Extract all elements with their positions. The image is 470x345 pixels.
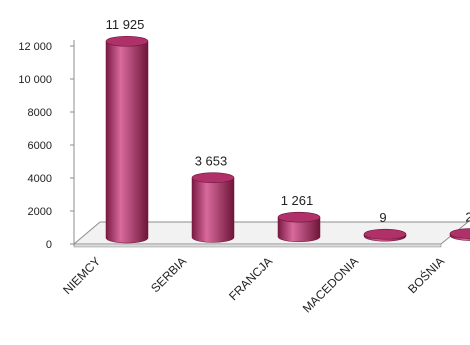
bar [363,228,407,242]
bar-top-cap [191,172,235,184]
y-tick-label: 0 [46,239,52,251]
x-tick-label: SERBIA [148,254,189,295]
bar-body [105,40,149,244]
category-labels: NIEMCY SERBIA FRANCJA MACEDONIA BOŚNIA [60,254,447,316]
x-tick-label: MACEDONIA [300,254,361,315]
bar [105,35,149,244]
x-tick-label: BOŚNIA [404,254,447,297]
bar-top-cap [363,228,407,240]
bar [449,228,470,241]
bars [105,35,470,244]
y-tick-label: 2000 [28,206,52,218]
y-tick-label: 8000 [28,107,52,119]
bar-top-cap [449,228,470,239]
data-label: 1 261 [281,193,314,208]
y-tick-label: 6000 [28,140,52,152]
bar-body [191,177,235,243]
y-tick-label: 12 000 [18,41,52,53]
x-tick-label: NIEMCY [60,254,103,297]
floor-front-edge [73,243,442,248]
x-tick-label: FRANCJA [226,254,275,303]
bar-body [277,216,321,243]
y-tick-label: 4000 [28,173,52,185]
data-label: 11 925 [106,17,145,32]
data-labels: 11 925 3 653 1 261 9 2 [106,17,470,225]
y-tick-label: 10 000 [18,74,52,86]
data-label: 9 [379,210,386,225]
bar [277,211,321,243]
data-label: 2 [465,210,470,225]
bar-top-cap [277,211,321,223]
y-axis: 0 2000 4000 6000 8000 10 000 12 000 [18,40,75,251]
bar-top-cap [105,35,149,47]
bar [191,172,235,243]
data-label: 3 653 [195,154,228,169]
